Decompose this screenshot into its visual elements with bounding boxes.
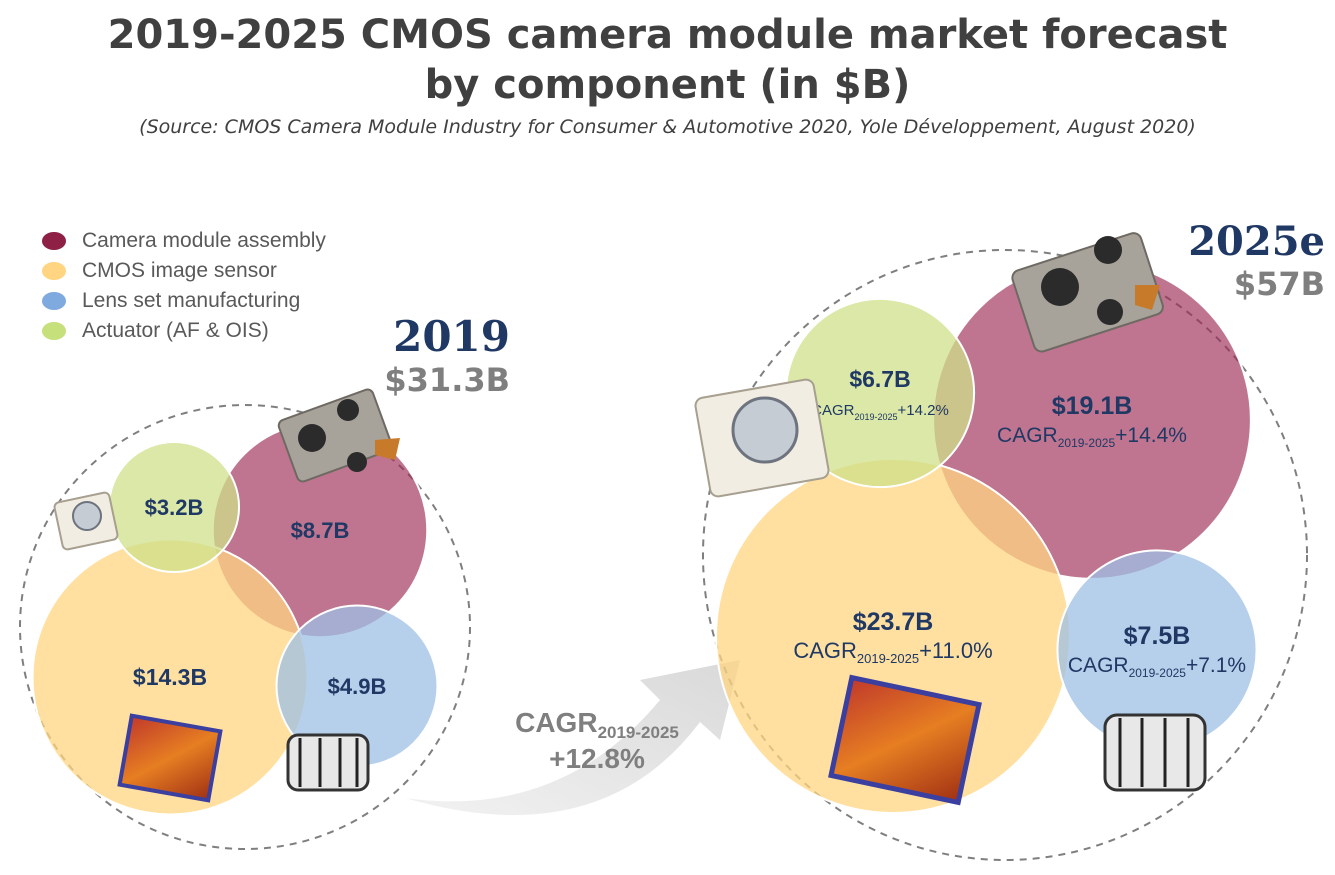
bubble-value-2019-camera-module-assembly: $8.7B bbox=[291, 518, 350, 543]
legend-label: Actuator (AF & OIS) bbox=[82, 319, 269, 342]
title-line-2: by component (in $B) bbox=[424, 62, 911, 108]
bubble-value-2025e-actuator-af-ois: $6.7B bbox=[849, 366, 910, 392]
year-2019-header: 2019 $31.3B bbox=[330, 312, 510, 399]
legend-label: CMOS image sensor bbox=[82, 259, 277, 282]
bubble-value-2025e-cmos-image-sensor: $23.7B bbox=[853, 608, 934, 636]
actuator-image-2025 bbox=[694, 378, 830, 498]
bubble-cagr-2025e-actuator-af-ois: CAGR2019-2025+14.2% bbox=[811, 402, 949, 422]
group-outline-2025 bbox=[702, 249, 1308, 861]
chart-title: 2019-2025 CMOS camera module market fore… bbox=[0, 10, 1335, 110]
year-2019-label: 2019 bbox=[393, 312, 510, 361]
legend-swatch bbox=[42, 292, 66, 310]
lens-image-2025 bbox=[1103, 713, 1207, 792]
actuator-image-2019 bbox=[53, 491, 119, 551]
bubble-cagr-2025e-camera-module-assembly: CAGR2019-2025+14.4% bbox=[997, 424, 1187, 450]
lens-image-2019 bbox=[286, 733, 370, 792]
title-line-1: 2019-2025 CMOS camera module market fore… bbox=[107, 12, 1228, 58]
bubble-cagr-2025e-cmos-image-sensor: CAGR2019-2025+11.0% bbox=[793, 638, 992, 666]
source-note: (Source: CMOS Camera Module Industry for… bbox=[139, 116, 1196, 138]
year-2025-header: 2025e $57B bbox=[1140, 218, 1325, 303]
legend-swatch bbox=[42, 232, 66, 250]
bubbles-2019: $8.7B $14.3B $4.9B $3.2B bbox=[31, 421, 439, 816]
legend-item-camera-module-assembly: Camera module assembly bbox=[42, 226, 326, 256]
bubble-value-2019-lens-set-manufacturing: $4.9B bbox=[328, 674, 387, 699]
camera-module-image-2019 bbox=[277, 388, 400, 483]
group-outline-2019 bbox=[19, 404, 471, 850]
bubble-value-2025e-camera-module-assembly: $19.1B bbox=[1052, 392, 1133, 420]
overall-cagr-main: CAGR bbox=[515, 707, 597, 738]
overall-cagr-period: 2019-2025 bbox=[598, 723, 679, 742]
sensor-image-2019 bbox=[117, 713, 223, 803]
camera-module-image-2025 bbox=[1011, 232, 1164, 353]
year-2019-total: $31.3B bbox=[384, 361, 510, 399]
legend: Camera module assembly CMOS image sensor… bbox=[42, 226, 326, 346]
legend-item-cmos-image-sensor: CMOS image sensor bbox=[42, 256, 326, 286]
legend-item-lens-set-manufacturing: Lens set manufacturing bbox=[42, 286, 326, 316]
legend-label: Camera module assembly bbox=[82, 229, 326, 252]
legend-swatch bbox=[42, 262, 66, 280]
sensor-image-2025 bbox=[828, 674, 982, 806]
bubbles-2025: $19.1BCAGR2019-2025+14.4%$23.7BCAGR2019-… bbox=[715, 260, 1258, 814]
overall-cagr-label: CAGR2019-2025 bbox=[515, 707, 679, 742]
legend-item-actuator: Actuator (AF & OIS) bbox=[42, 316, 326, 346]
year-2025-total: $57B bbox=[1233, 265, 1325, 303]
legend-swatch bbox=[42, 322, 66, 340]
bubble-value-2019-actuator-af-ois: $3.2B bbox=[145, 495, 204, 520]
bubble-value-2019-cmos-image-sensor: $14.3B bbox=[133, 664, 207, 690]
bubble-value-2025e-lens-set-manufacturing: $7.5B bbox=[1124, 622, 1191, 650]
bubble-cagr-2025e-lens-set-manufacturing: CAGR2019-2025+7.1% bbox=[1068, 654, 1246, 680]
legend-label: Lens set manufacturing bbox=[82, 289, 301, 312]
overall-cagr-value: +12.8% bbox=[549, 743, 645, 774]
growth-arrow bbox=[405, 660, 740, 816]
year-2025-label: 2025e bbox=[1188, 218, 1325, 265]
